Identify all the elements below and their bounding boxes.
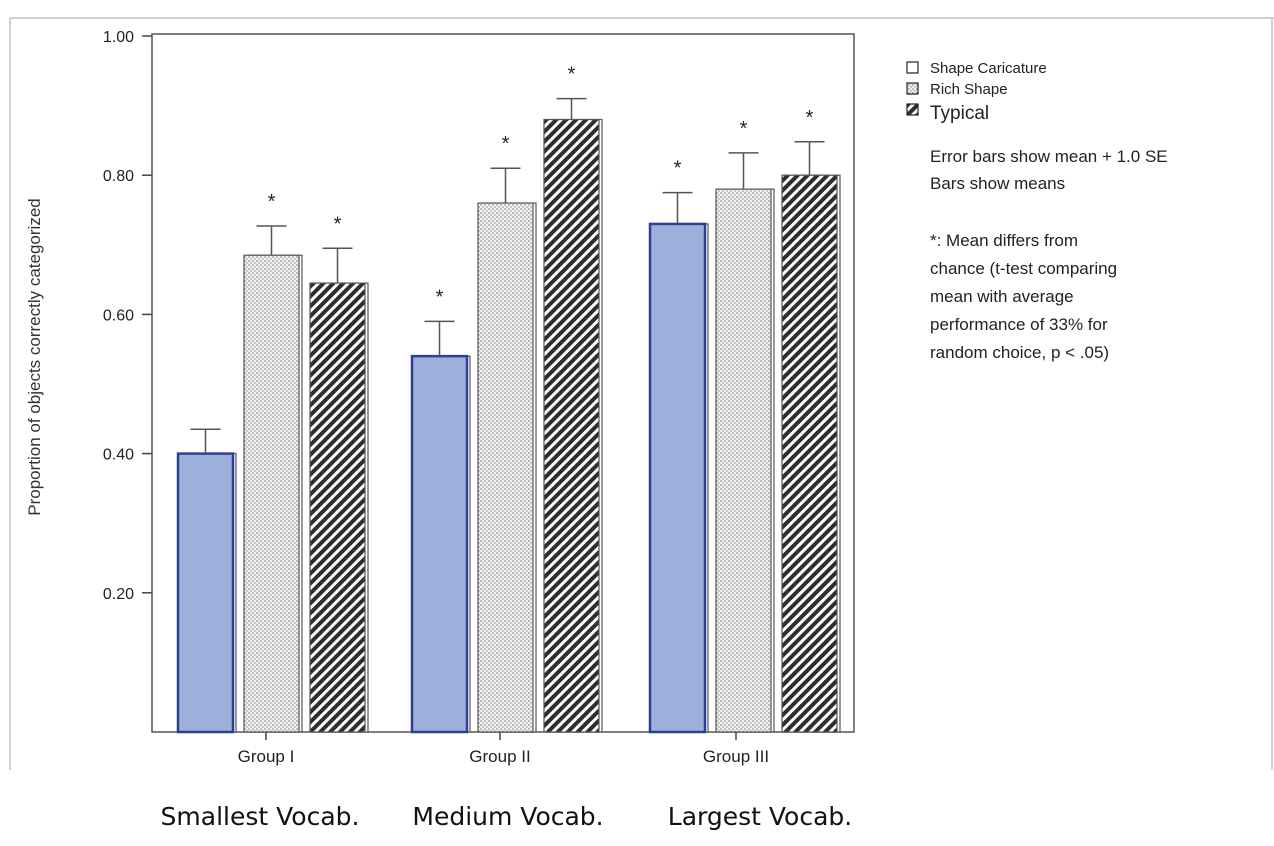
y-tick-label: 0.80 bbox=[103, 168, 134, 185]
legend-swatch-hatched-square-icon bbox=[906, 103, 919, 116]
note-significance-line-4: performance of 33% for bbox=[930, 315, 1108, 334]
bars: * * * * * * * * bbox=[176, 64, 841, 734]
bar-shape-caricature-group-3 bbox=[648, 222, 707, 734]
legend-swatch-dotted-square-icon bbox=[906, 82, 919, 95]
significance-star: * bbox=[740, 118, 748, 140]
legend-item-shape-caricature: Shape Caricature bbox=[906, 60, 1047, 77]
note-significance-line-3: mean with average bbox=[930, 287, 1074, 306]
y-tick-label: 1.00 bbox=[103, 29, 134, 46]
note-error-bars: Error bars show mean + 1.0 SE bbox=[930, 147, 1168, 166]
legend-item-rich-shape: Rich Shape bbox=[906, 81, 1008, 98]
bar-typical-group-1 bbox=[309, 282, 366, 733]
y-ticks: 0.20 0.40 0.60 0.80 1.00 bbox=[103, 29, 152, 603]
legend-label-shape-caricature: Shape Caricature bbox=[930, 60, 1047, 77]
significance-star: * bbox=[502, 133, 510, 155]
legend-label-typical: Typical bbox=[930, 103, 989, 124]
bar-typical-group-2 bbox=[543, 118, 600, 733]
legend-item-typical: Typical bbox=[906, 103, 989, 124]
bar-typical-group-3 bbox=[781, 174, 838, 733]
legend-swatch-empty-square-icon bbox=[906, 61, 919, 74]
y-tick-label: 0.60 bbox=[103, 307, 134, 324]
note-significance-line-2: chance (t-test comparing bbox=[930, 259, 1117, 278]
note-significance-line-5: random choice, p < .05) bbox=[930, 343, 1109, 362]
significance-star: * bbox=[806, 107, 814, 129]
bar-shape-caricature-group-2 bbox=[410, 354, 469, 734]
chart-notes: Error bars show mean + 1.0 SE Bars show … bbox=[930, 147, 1168, 362]
y-axis-label: Proportion of objects correctly categori… bbox=[25, 198, 44, 516]
x-labels: Group I Smallest Vocab. Group II Medium Voc… bbox=[161, 732, 852, 831]
significance-star: * bbox=[334, 213, 342, 235]
significance-star: * bbox=[436, 286, 444, 308]
vocab-size-label: Medium Vocab. bbox=[412, 802, 603, 831]
y-tick-label: 0.40 bbox=[103, 447, 134, 464]
significance-star: * bbox=[674, 158, 682, 180]
note-bars: Bars show means bbox=[930, 174, 1065, 193]
x-tick-label: Group II bbox=[469, 747, 530, 766]
bar-rich-shape-group-1 bbox=[243, 254, 300, 733]
legend-label-rich-shape: Rich Shape bbox=[930, 81, 1008, 98]
y-tick-label: 0.20 bbox=[103, 586, 134, 603]
bar-rich-shape-group-2 bbox=[477, 202, 534, 733]
x-tick-label: Group I bbox=[238, 747, 295, 766]
vocab-size-label: Smallest Vocab. bbox=[161, 802, 360, 831]
x-tick-label: Group III bbox=[703, 747, 769, 766]
note-significance-line-1: *: Mean differs from bbox=[930, 231, 1078, 250]
vocab-size-label: Largest Vocab. bbox=[668, 802, 852, 831]
significance-star: * bbox=[568, 64, 576, 86]
significance-star: * bbox=[268, 191, 276, 213]
bar-shape-caricature-group-1 bbox=[176, 452, 235, 734]
bar-rich-shape-group-3 bbox=[715, 188, 772, 733]
legend: Shape Caricature Rich Shape Typical bbox=[906, 60, 1047, 124]
